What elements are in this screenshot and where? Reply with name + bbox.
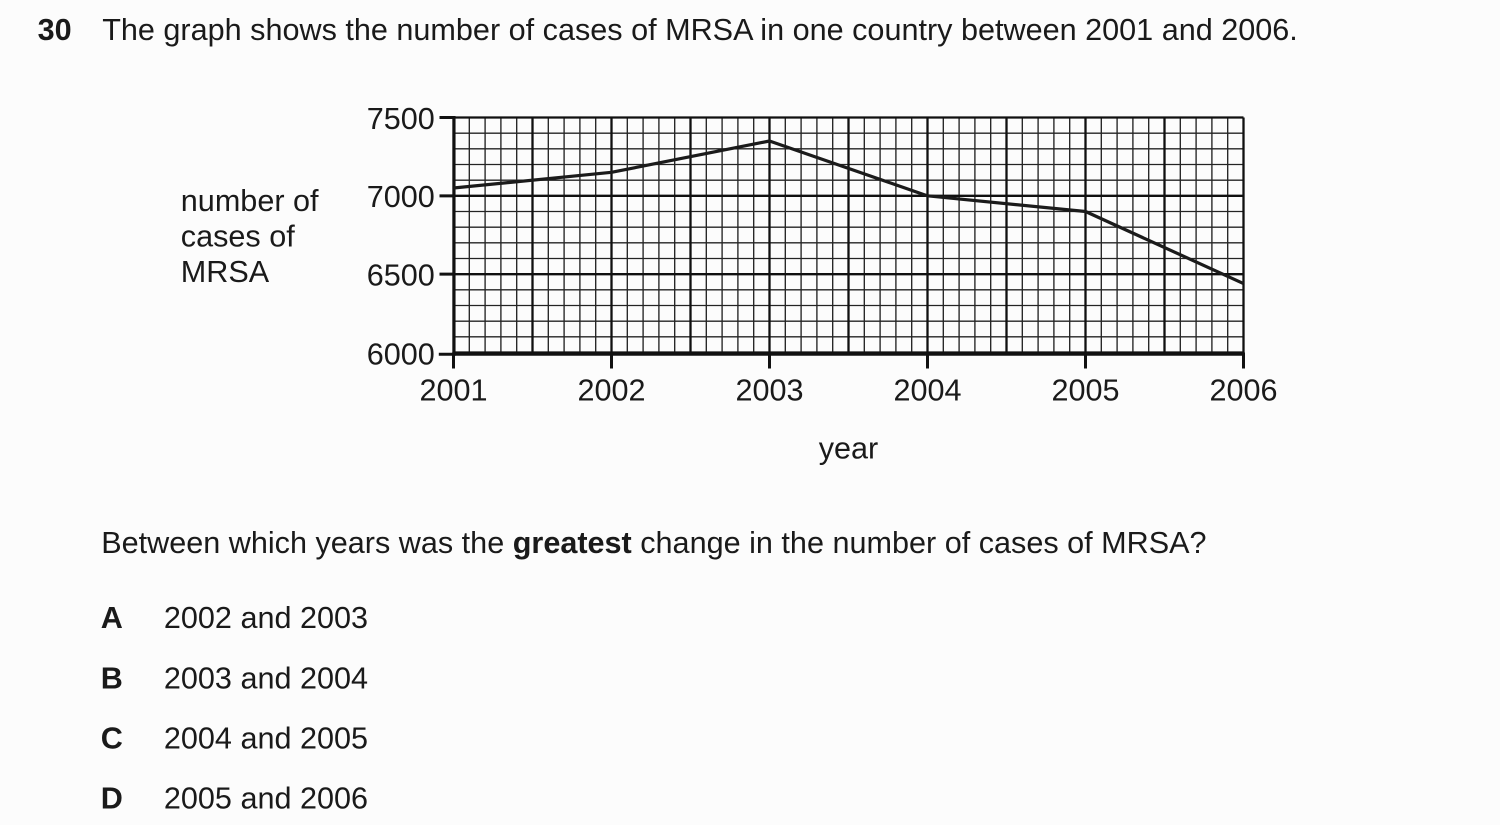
svg-text:7000: 7000 <box>367 180 435 214</box>
svg-text:2004 and 2005: 2004 and 2005 <box>164 722 368 756</box>
svg-text:2003: 2003 <box>735 374 803 408</box>
svg-text:cases of: cases of <box>181 219 295 253</box>
svg-text:MRSA: MRSA <box>181 255 270 289</box>
svg-text:D: D <box>101 782 123 816</box>
svg-text:2005: 2005 <box>1051 374 1119 408</box>
svg-text:number of: number of <box>181 184 319 218</box>
svg-text:30: 30 <box>38 13 72 47</box>
svg-text:2002 and 2003: 2002 and 2003 <box>164 601 368 635</box>
svg-text:B: B <box>101 661 123 695</box>
svg-text:6000: 6000 <box>367 337 435 371</box>
svg-text:2005 and 2006: 2005 and 2006 <box>164 782 368 816</box>
svg-text:The graph shows the number of: The graph shows the number of cases of M… <box>102 13 1298 47</box>
svg-text:7500: 7500 <box>367 102 435 136</box>
svg-text:2004: 2004 <box>893 374 961 408</box>
svg-text:C: C <box>101 722 123 756</box>
svg-text:Between which years was the gr: Between which years was the greatest cha… <box>101 526 1206 560</box>
svg-text:2003 and 2004: 2003 and 2004 <box>164 661 368 695</box>
svg-text:year: year <box>819 432 879 466</box>
svg-text:2002: 2002 <box>577 374 645 408</box>
svg-text:2006: 2006 <box>1209 374 1277 408</box>
svg-text:A: A <box>101 601 123 635</box>
svg-text:6500: 6500 <box>367 259 435 293</box>
svg-text:2001: 2001 <box>419 374 487 408</box>
